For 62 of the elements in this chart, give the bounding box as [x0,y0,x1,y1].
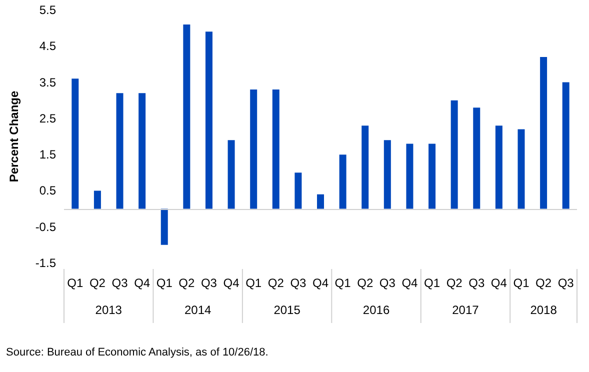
x-tick-label: Q1 [334,276,352,290]
x-tick-label: Q2 [89,276,106,290]
text: 2017 [452,303,480,317]
bar [428,144,436,209]
y-axis-title: Percent Change [7,90,21,182]
bar [72,78,79,209]
x-tick-label: Q4 [312,276,329,290]
y-tick-label: 4.5 [39,39,56,54]
bar [138,93,146,209]
x-tick-label: Q4 [223,276,240,290]
bar [205,32,212,209]
bar [116,93,124,209]
bar [339,154,346,209]
bar [160,208,168,245]
y-tick-label: 5.5 [39,3,56,17]
bar [495,126,502,209]
y-tick-label: -0.5 [35,220,56,234]
bar [406,144,414,209]
x-tick-label: Q4 [402,276,418,290]
x-tick-label: Q3 [112,276,128,290]
x-tick-label: Q3 [200,276,218,290]
x-tick-label: Q3 [468,276,485,290]
bar [250,90,258,209]
bar [362,126,369,209]
bar [183,24,190,209]
bar [384,140,391,209]
x-tick-label: Q1 [246,276,262,290]
x-tick-label: Q2 [446,276,463,290]
x-tick-label: Q2 [536,276,552,290]
bar [317,194,324,209]
y-tick-label: 1.5 [39,148,56,162]
text: 2014 [184,303,212,317]
x-tick-label: Q4 [490,276,508,290]
y-tick-label: 3.5 [39,75,56,90]
bar [450,100,458,209]
x-tick-label: Q3 [558,276,574,290]
text: 2013 [95,303,122,317]
text: 2018 [530,303,558,317]
x-tick-label: Q2 [357,276,374,290]
y-tick-label: 2.5 [39,111,56,126]
x-tick-label: Q1 [156,276,173,290]
bar [562,82,570,209]
x-tick-label: Q1 [424,276,440,290]
x-tick-label: Q1 [67,276,84,290]
x-tick-label: Q1 [513,276,530,290]
bar [540,56,548,209]
bar [272,90,280,209]
text: 2015 [274,303,301,317]
x-tick-label: Q3 [290,276,307,290]
text: 2016 [362,303,390,317]
x-tick-label: Q4 [134,276,150,290]
x-tick-label: Q2 [268,276,284,290]
bar [228,140,235,209]
bar [473,108,480,209]
x-tick-label: Q2 [178,276,195,290]
x-tick-label: Q3 [379,276,396,290]
y-tick-label: -1.5 [35,256,56,270]
source-note: Source: Bureau of Economic Analysis, as of 10/26/18. [6,346,268,358]
bar [294,172,302,209]
y-tick-label: 0.5 [39,184,56,198]
bar [518,129,525,209]
bar [94,190,101,209]
